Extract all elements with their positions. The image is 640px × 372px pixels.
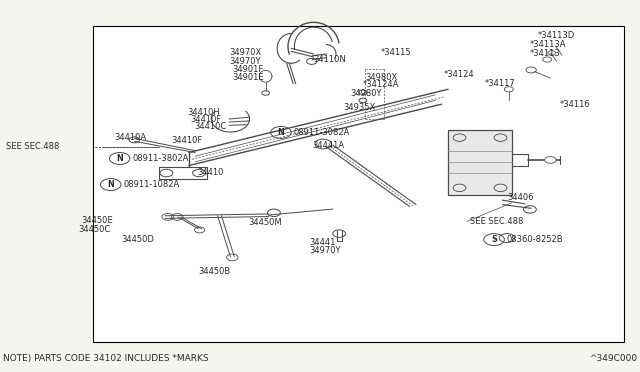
Text: 34406: 34406	[508, 193, 534, 202]
Text: 34450E: 34450E	[81, 217, 113, 225]
Text: 34970X: 34970X	[229, 48, 261, 57]
Text: 08911-1082A: 08911-1082A	[124, 180, 180, 189]
Text: *34117: *34117	[484, 79, 515, 88]
Text: 34110N: 34110N	[314, 55, 346, 64]
Text: 34970Y: 34970Y	[229, 57, 260, 65]
Text: 34450D: 34450D	[122, 235, 154, 244]
Text: *34115: *34115	[381, 48, 412, 57]
Text: 34410A: 34410A	[114, 133, 146, 142]
Text: 08911-3082A: 08911-3082A	[294, 128, 350, 137]
Text: S: S	[491, 235, 497, 244]
Text: *34124: *34124	[444, 70, 474, 79]
Text: 34410: 34410	[197, 168, 223, 177]
Text: 34441A: 34441A	[312, 141, 344, 150]
Text: 08911-3802A: 08911-3802A	[132, 154, 189, 163]
Text: 34450B: 34450B	[198, 267, 230, 276]
Text: 34450C: 34450C	[78, 225, 110, 234]
Text: 34901F: 34901F	[232, 65, 264, 74]
Text: *34113: *34113	[530, 49, 561, 58]
Text: 34410F: 34410F	[191, 115, 222, 124]
Text: 34935X: 34935X	[343, 103, 375, 112]
Text: 34441: 34441	[310, 238, 336, 247]
Text: N: N	[116, 154, 123, 163]
Text: *34113D: *34113D	[538, 31, 575, 40]
Text: 34450M: 34450M	[248, 218, 282, 227]
Text: NOTE) PARTS CODE 34102 INCLUDES *MARKS: NOTE) PARTS CODE 34102 INCLUDES *MARKS	[3, 355, 209, 363]
Text: SEE SEC.488: SEE SEC.488	[470, 217, 524, 226]
Text: 34970Y: 34970Y	[310, 246, 341, 255]
Text: 08360-8252B: 08360-8252B	[507, 235, 563, 244]
Text: ^349C000: ^349C000	[589, 355, 637, 363]
Text: *34113A: *34113A	[530, 40, 566, 49]
Text: 34901E: 34901E	[232, 73, 264, 81]
Text: 34980X: 34980X	[365, 73, 397, 81]
Text: 34410F: 34410F	[172, 136, 203, 145]
Text: N: N	[108, 180, 114, 189]
Text: *34124A: *34124A	[363, 80, 399, 89]
Text: 34410C: 34410C	[195, 122, 227, 131]
Text: 34410H: 34410H	[187, 108, 220, 117]
Text: *34116: *34116	[560, 100, 591, 109]
Text: SEE SEC.488: SEE SEC.488	[6, 142, 60, 151]
Bar	[448, 130, 512, 195]
Text: 34980Y: 34980Y	[350, 89, 381, 97]
Circle shape	[545, 157, 556, 163]
Text: N: N	[278, 128, 284, 137]
Bar	[93, 26, 624, 342]
